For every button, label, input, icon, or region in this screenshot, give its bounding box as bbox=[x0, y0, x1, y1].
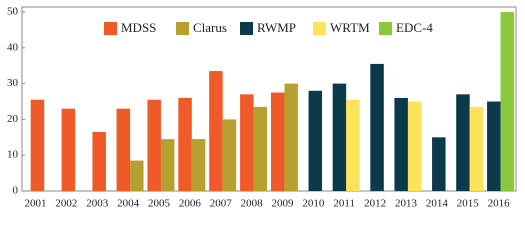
x-tick-label: 2006 bbox=[179, 198, 202, 210]
y-tick-label: 50 bbox=[7, 6, 19, 18]
x-tick-label: 2012 bbox=[364, 198, 386, 210]
bar bbox=[407, 101, 422, 191]
bar bbox=[394, 97, 408, 191]
x-tick-label: 2005 bbox=[148, 198, 171, 210]
bar bbox=[130, 160, 144, 191]
bar bbox=[432, 137, 446, 191]
bar bbox=[30, 99, 45, 191]
x-tick-label: 2001 bbox=[24, 198, 46, 210]
legend-label: EDC-4 bbox=[396, 20, 433, 35]
bar bbox=[191, 139, 206, 191]
legend-swatch bbox=[379, 22, 392, 35]
bar bbox=[308, 90, 323, 191]
y-tick-label: 0 bbox=[13, 185, 19, 197]
bar bbox=[178, 97, 192, 191]
legend-label: MDSS bbox=[121, 20, 156, 35]
legend-swatch bbox=[313, 22, 326, 35]
x-tick-label: 2011 bbox=[333, 198, 355, 210]
x-tick-label: 2014 bbox=[426, 198, 449, 210]
bar bbox=[209, 71, 223, 191]
legend-label: Clarus bbox=[193, 20, 227, 35]
bar bbox=[147, 99, 161, 191]
bar bbox=[500, 12, 515, 191]
y-tick-label: 30 bbox=[7, 77, 19, 89]
y-tick-label: 20 bbox=[7, 113, 19, 125]
bar bbox=[332, 83, 347, 191]
bar bbox=[270, 92, 285, 191]
legend-swatch bbox=[104, 22, 117, 35]
x-tick-label: 2013 bbox=[395, 198, 418, 210]
y-tick-label: 10 bbox=[7, 149, 19, 161]
bar bbox=[469, 106, 484, 191]
y-tick-label: 40 bbox=[7, 41, 19, 53]
chart: 0 10 20 30 40 50 2001 2002 2003 2004 2005 2006 2007 2… bbox=[7, 6, 517, 210]
x-tick-label: 2004 bbox=[117, 198, 140, 210]
bar bbox=[456, 94, 470, 191]
x-tick-label: 2009 bbox=[271, 198, 294, 210]
bar bbox=[253, 106, 268, 191]
x-tick-label: 2008 bbox=[241, 198, 264, 210]
bar bbox=[61, 108, 76, 191]
legend-swatch bbox=[176, 22, 189, 35]
plot-frame bbox=[21, 6, 517, 192]
x-tick-label: 2007 bbox=[210, 198, 233, 210]
x-tick-label: 2010 bbox=[302, 198, 325, 210]
x-tick-label: 2002 bbox=[55, 198, 77, 210]
bar bbox=[116, 108, 131, 191]
bar bbox=[240, 94, 254, 191]
bar bbox=[222, 119, 237, 191]
bar bbox=[370, 63, 384, 191]
bar bbox=[160, 139, 175, 191]
bar bbox=[92, 131, 106, 191]
bar bbox=[487, 101, 501, 191]
x-tick-label: 2015 bbox=[457, 198, 480, 210]
bar bbox=[284, 83, 298, 191]
x-tick-label: 2003 bbox=[86, 198, 109, 210]
legend-label: RWMP bbox=[257, 20, 296, 35]
bar bbox=[346, 99, 360, 191]
x-tick-label: 2016 bbox=[488, 198, 511, 210]
legend-swatch bbox=[240, 22, 253, 35]
legend-label: WRTM bbox=[330, 20, 370, 35]
